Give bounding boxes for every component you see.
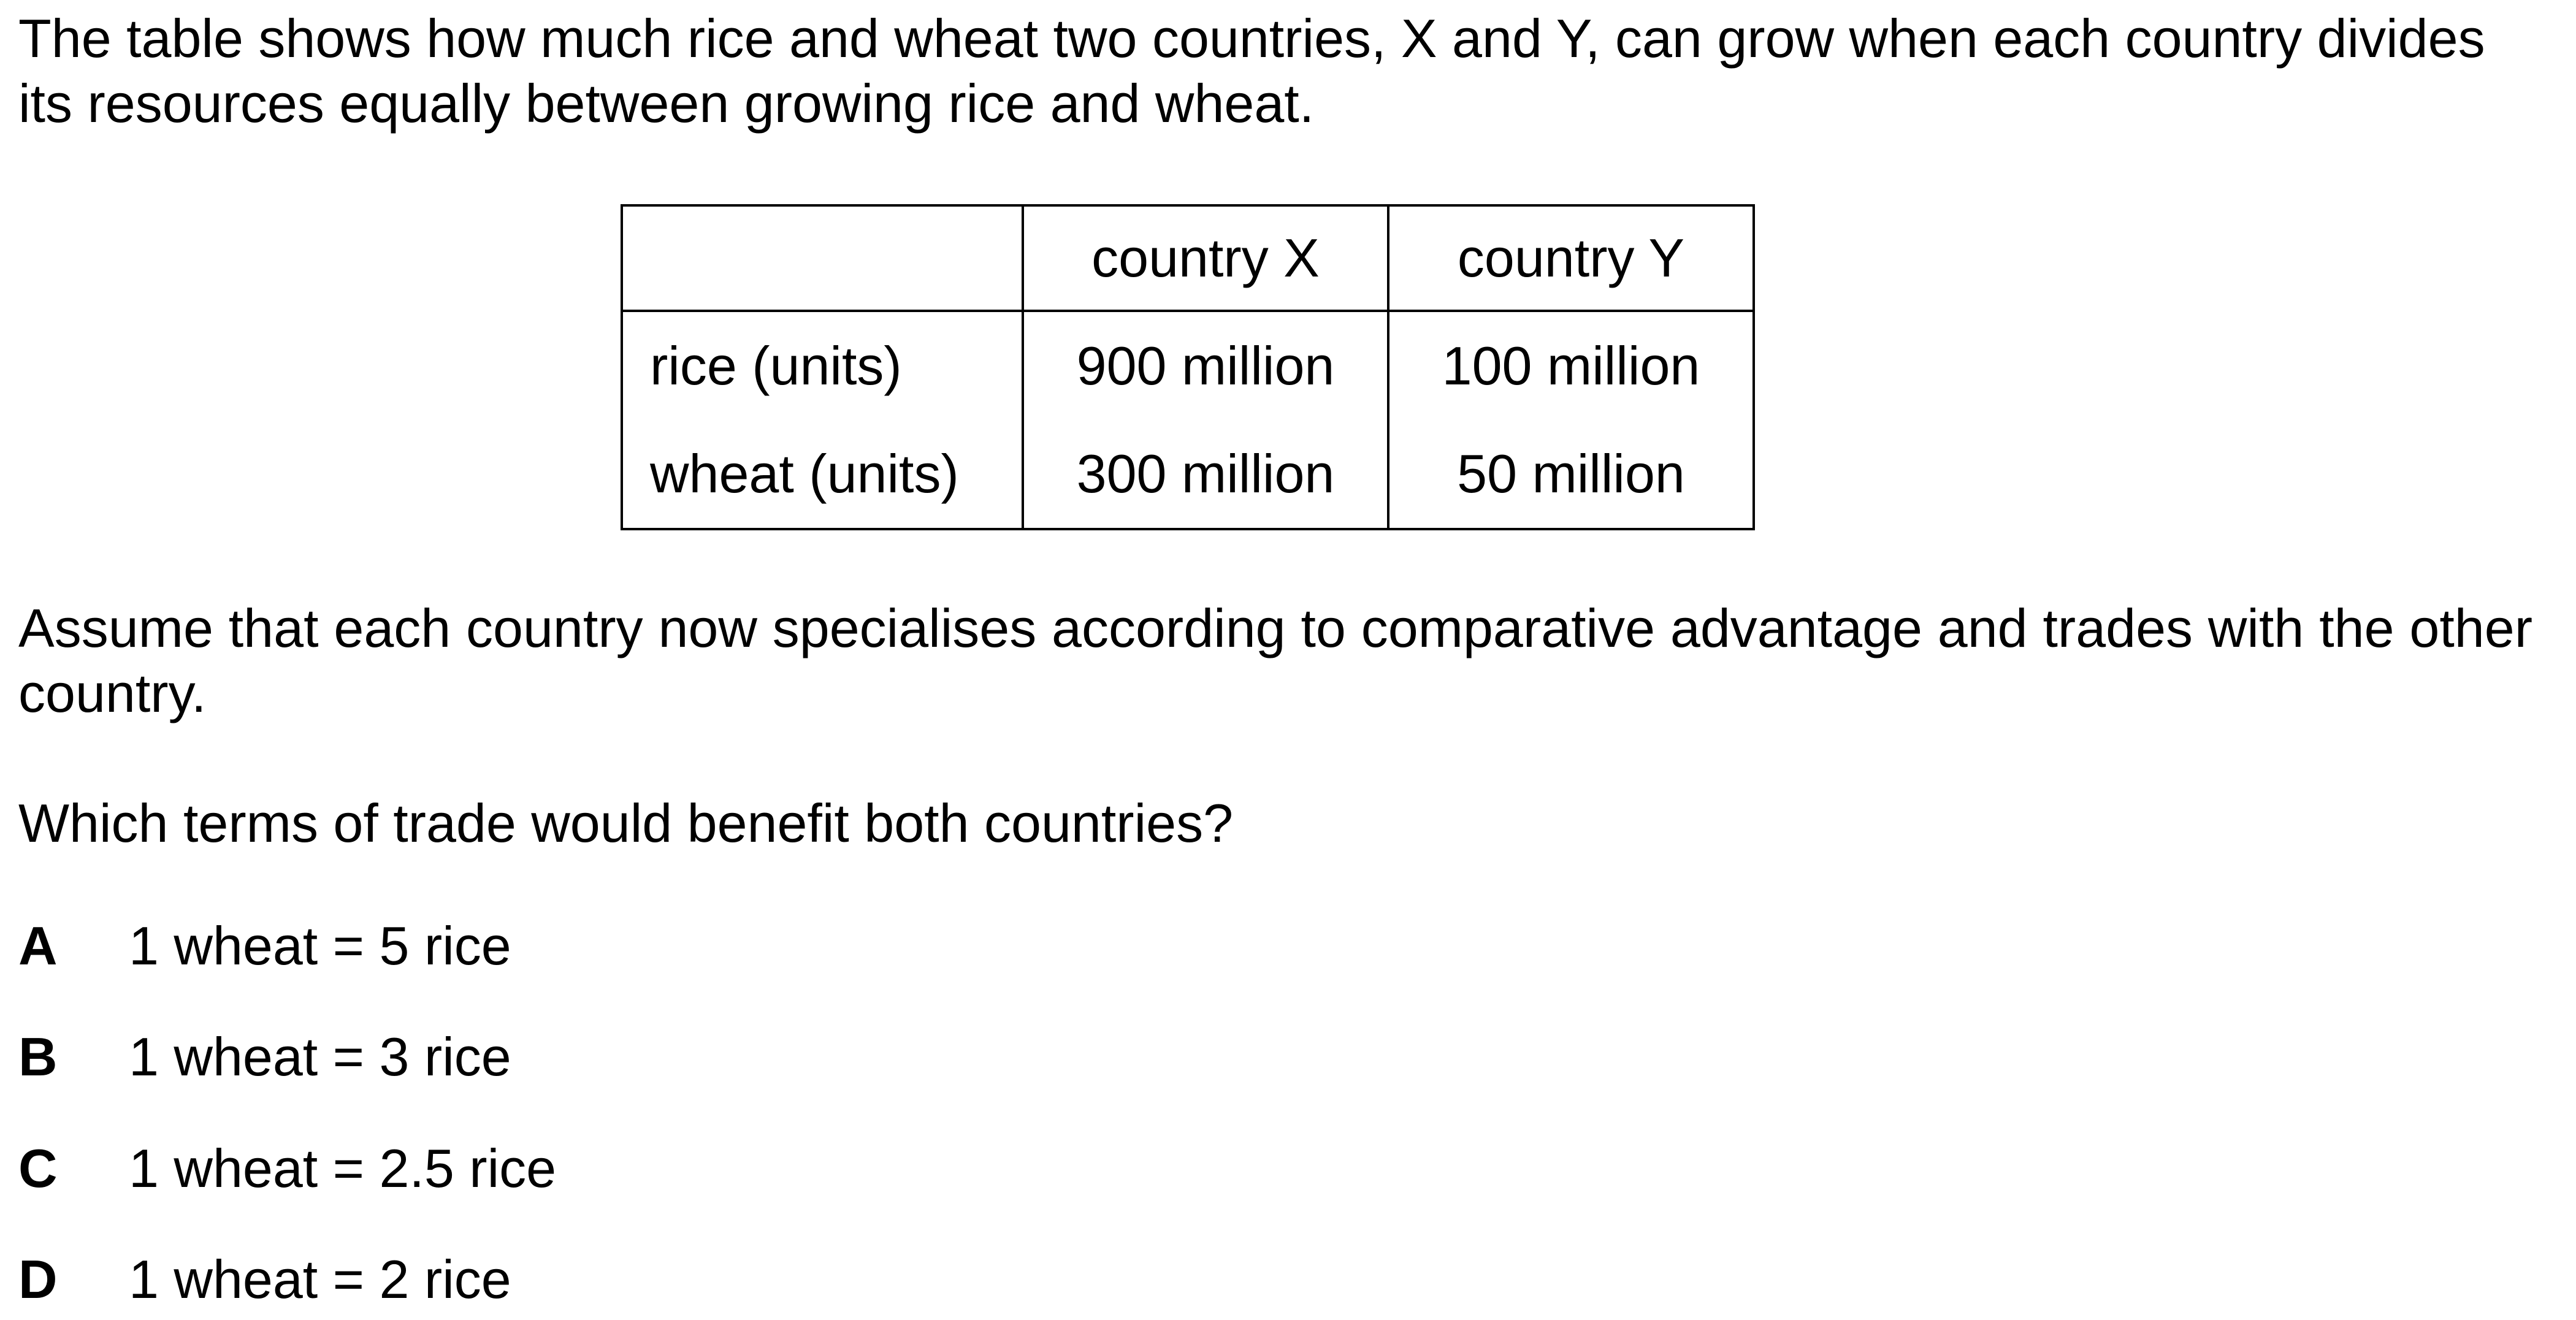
question-text: Which terms of trade would benefit both … <box>18 793 1234 853</box>
intro-paragraph: The table shows how much rice and wheat … <box>18 8 2485 134</box>
option-letter: A <box>18 915 58 976</box>
table-cell-country-y: 100 million <box>1387 311 1755 420</box>
option-text: 1 wheat = 2.5 rice <box>129 1138 557 1199</box>
table-header-empty <box>621 204 1024 312</box>
table-header-country-y: country Y <box>1387 204 1755 312</box>
answer-option-b[interactable]: B 1 wheat = 3 rice <box>18 1024 511 1089</box>
table-row-wheat: wheat (units) 300 million 50 million <box>621 420 1755 530</box>
answer-option-a[interactable]: A 1 wheat = 5 rice <box>18 914 511 979</box>
option-text: 1 wheat = 2 rice <box>129 1249 511 1310</box>
row-label-text: wheat (units) <box>650 443 959 504</box>
option-text: 1 wheat = 3 rice <box>129 1026 511 1087</box>
option-letter: B <box>18 1026 58 1087</box>
table-header-row: country X country Y <box>621 204 1755 312</box>
table-row-label: wheat (units) <box>621 420 1024 530</box>
option-letter: D <box>18 1249 58 1310</box>
table-header-country-x: country X <box>1022 204 1389 312</box>
option-letter: C <box>18 1138 58 1199</box>
assumption-paragraph: Assume that each country now specialises… <box>18 598 2532 723</box>
table-cell-country-x: 900 million <box>1022 311 1389 420</box>
answer-option-d[interactable]: D 1 wheat = 2 rice <box>18 1247 511 1312</box>
table-row-rice: rice (units) 900 million 100 million <box>621 311 1755 420</box>
table-cell-country-y: 50 million <box>1387 420 1755 530</box>
production-table: country X country Y rice (units) 900 mil… <box>621 204 1755 530</box>
table-cell-country-x: 300 million <box>1022 420 1389 530</box>
table-row-label: rice (units) <box>621 311 1024 420</box>
row-label-text: rice (units) <box>650 335 902 396</box>
option-text: 1 wheat = 5 rice <box>129 915 511 976</box>
answer-option-c[interactable]: C 1 wheat = 2.5 rice <box>18 1136 556 1201</box>
